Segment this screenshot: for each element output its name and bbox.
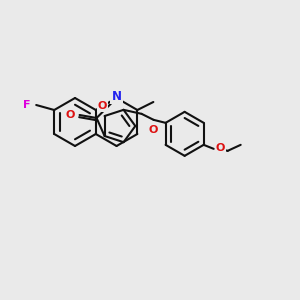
Text: F: F [23, 100, 30, 110]
Text: N: N [112, 89, 122, 103]
Text: O: O [216, 143, 225, 153]
Text: O: O [65, 110, 75, 120]
Text: O: O [149, 125, 158, 135]
Text: O: O [98, 101, 107, 111]
